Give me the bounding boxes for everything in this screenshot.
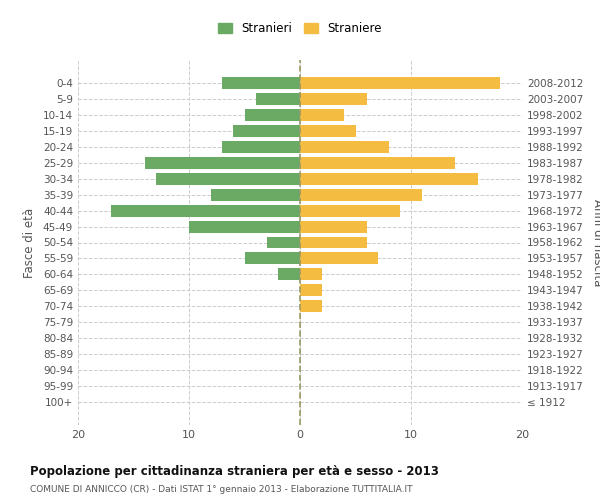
Text: COMUNE DI ANNICCO (CR) - Dati ISTAT 1° gennaio 2013 - Elaborazione TUTTITALIA.IT: COMUNE DI ANNICCO (CR) - Dati ISTAT 1° g… [30, 485, 413, 494]
Legend: Stranieri, Straniere: Stranieri, Straniere [214, 18, 386, 38]
Bar [245, 108, 300, 120]
Bar [189, 220, 300, 232]
Bar [266, 236, 300, 248]
Bar [300, 124, 355, 136]
Bar [300, 156, 455, 168]
Text: Popolazione per cittadinanza straniera per età e sesso - 2013: Popolazione per cittadinanza straniera p… [30, 465, 439, 478]
Bar [300, 92, 367, 104]
Bar [300, 284, 322, 296]
Y-axis label: Fasce di età: Fasce di età [23, 208, 36, 278]
Bar [222, 76, 300, 88]
Bar [300, 140, 389, 152]
Bar [300, 252, 378, 264]
Bar [233, 124, 300, 136]
Bar [211, 188, 300, 200]
Bar [300, 220, 367, 232]
Y-axis label: Anni di nascita: Anni di nascita [592, 199, 600, 286]
Bar [300, 300, 322, 312]
Bar [300, 236, 367, 248]
Bar [278, 268, 300, 280]
Bar [222, 140, 300, 152]
Bar [245, 252, 300, 264]
Bar [156, 172, 300, 184]
Bar [300, 188, 422, 200]
Bar [300, 76, 500, 88]
Bar [145, 156, 300, 168]
Bar [300, 172, 478, 184]
Bar [300, 268, 322, 280]
Bar [256, 92, 300, 104]
Bar [300, 108, 344, 120]
Bar [300, 204, 400, 216]
Bar [111, 204, 300, 216]
